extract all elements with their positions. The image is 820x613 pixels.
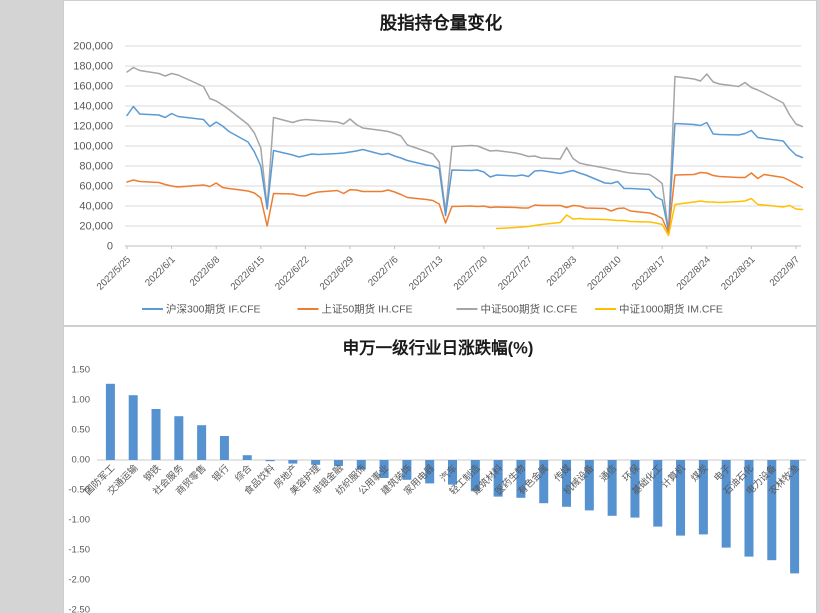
svg-text:中证500期货 IC.CFE: 中证500期货 IC.CFE — [481, 303, 578, 316]
svg-text:申万一级行业日涨跌幅(%): 申万一级行业日涨跌幅(%) — [343, 338, 534, 358]
svg-text:1.00: 1.00 — [72, 395, 91, 406]
svg-text:沪深300期货 IF.CFE: 沪深300期货 IF.CFE — [166, 303, 261, 316]
svg-text:120,000: 120,000 — [73, 121, 113, 133]
svg-text:40,000: 40,000 — [79, 201, 113, 213]
svg-text:180,000: 180,000 — [73, 61, 113, 73]
svg-text:80,000: 80,000 — [79, 161, 113, 173]
svg-text:中证1000期货 IM.CFE: 中证1000期货 IM.CFE — [619, 303, 723, 316]
svg-text:-2.00: -2.00 — [68, 575, 90, 586]
svg-text:上证50期货 IH.CFE: 上证50期货 IH.CFE — [322, 303, 413, 316]
svg-text:140,000: 140,000 — [73, 101, 113, 113]
svg-text:-1.00: -1.00 — [68, 515, 90, 526]
svg-text:200,000: 200,000 — [73, 41, 113, 53]
svg-text:0: 0 — [107, 241, 113, 253]
svg-text:160,000: 160,000 — [73, 81, 113, 93]
svg-text:股指持仓量变化: 股指持仓量变化 — [380, 13, 503, 33]
svg-text:20,000: 20,000 — [79, 221, 113, 233]
svg-text:-2.50: -2.50 — [68, 605, 90, 613]
svg-text:1.50: 1.50 — [72, 365, 91, 376]
svg-text:60,000: 60,000 — [79, 181, 113, 193]
svg-text:0.00: 0.00 — [72, 455, 91, 466]
svg-text:-0.50: -0.50 — [68, 485, 90, 496]
svg-text:100,000: 100,000 — [73, 141, 113, 153]
svg-text:-1.50: -1.50 — [68, 545, 90, 556]
svg-text:0.50: 0.50 — [72, 425, 91, 436]
